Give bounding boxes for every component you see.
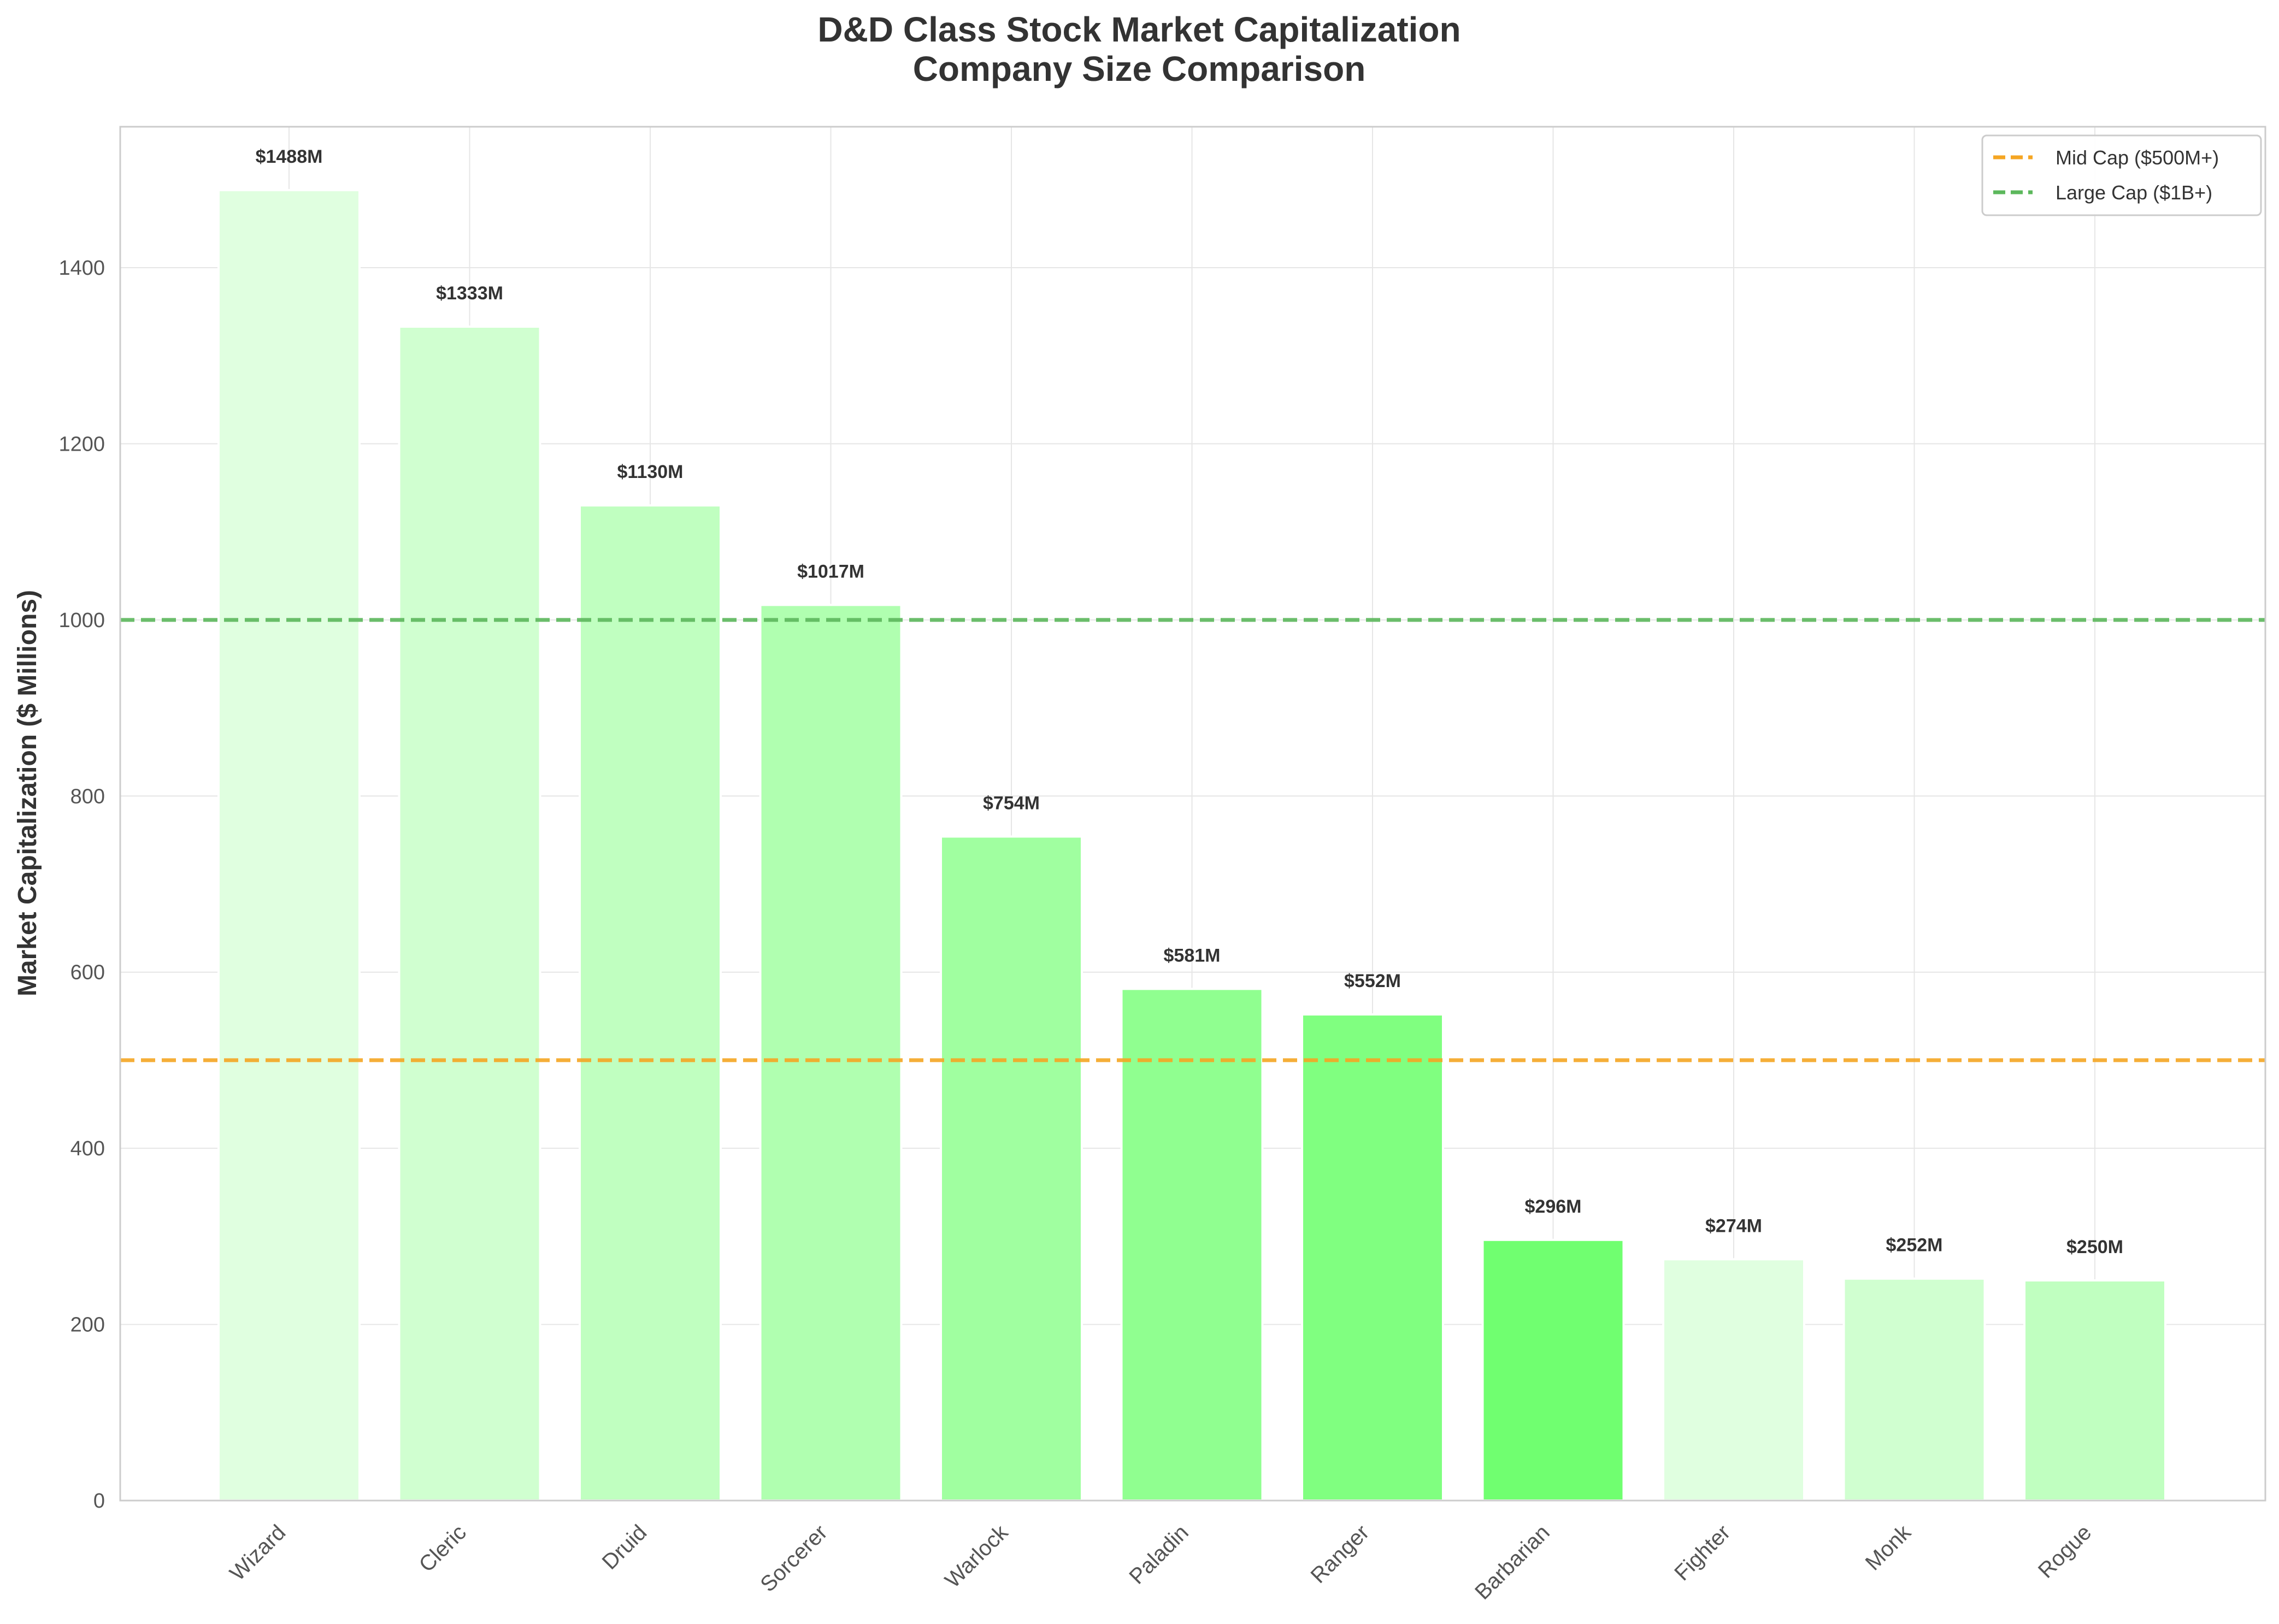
value-label-monk: $252M (1886, 1235, 1943, 1256)
value-label-wizard: $1488M (256, 146, 323, 167)
y-tick-label: 400 (70, 1137, 105, 1160)
bar-ranger (1301, 1013, 1444, 1502)
legend: Mid Cap ($500M+) Large Cap ($1B+) (1981, 134, 2262, 216)
bar-cleric (398, 325, 541, 1502)
value-label-cleric: $1333M (436, 283, 503, 304)
y-tick-label: 1200 (58, 433, 105, 456)
value-label-ranger: $552M (1344, 971, 1401, 991)
value-label-druid: $1130M (617, 462, 684, 482)
legend-label-large-cap: Large Cap ($1B+) (2056, 181, 2212, 204)
bar-sorcerer (759, 604, 903, 1502)
bars (217, 189, 2166, 1502)
bar-barbarian (1481, 1238, 1625, 1502)
bar-rogue (2023, 1279, 2166, 1502)
value-label-paladin: $581M (1164, 945, 1221, 966)
value-label-sorcerer: $1017M (797, 561, 864, 582)
y-tick-label: 600 (70, 961, 105, 984)
plot-frame (119, 126, 2266, 1502)
y-tick-label: 0 (93, 1490, 105, 1513)
bar-monk (1842, 1277, 1986, 1502)
value-label-rogue: $250M (2066, 1237, 2123, 1257)
value-label-fighter: $274M (1705, 1215, 1762, 1236)
chart-title-line-1: D&D Class Stock Market Capitalization (817, 10, 1461, 49)
y-tick-label: 1400 (58, 257, 105, 280)
bar-wizard (217, 189, 361, 1502)
bar-warlock (940, 835, 1083, 1502)
reference-lines (120, 618, 2265, 1062)
y-axis-label: Market Capitalization ($ Millions) (13, 590, 42, 996)
value-label-barbarian: $296M (1525, 1196, 1582, 1217)
chart-title-line-2: Company Size Comparison (913, 49, 1366, 88)
y-tick-label: 800 (70, 785, 105, 808)
y-tick-label: 1000 (58, 609, 105, 632)
y-axis-ticks: 0 200 400 600 800 1000 1200 1400 (58, 257, 105, 1513)
legend-box (1981, 134, 2262, 216)
value-labels: $1488M $1333M $1130M $1017M $754M $581M $552M $… (256, 146, 2123, 1257)
legend-label-mid-cap: Mid Cap ($500M+) (2056, 146, 2219, 169)
y-tick-label: 200 (70, 1314, 105, 1337)
bar-fighter (1662, 1258, 1805, 1502)
plot-area: $1488M $1333M $1130M $1017M $754M $581M $552M $… (119, 126, 2266, 1502)
bar-paladin (1120, 988, 1264, 1502)
value-label-warlock: $754M (983, 793, 1040, 813)
bar-druid (579, 504, 722, 1502)
